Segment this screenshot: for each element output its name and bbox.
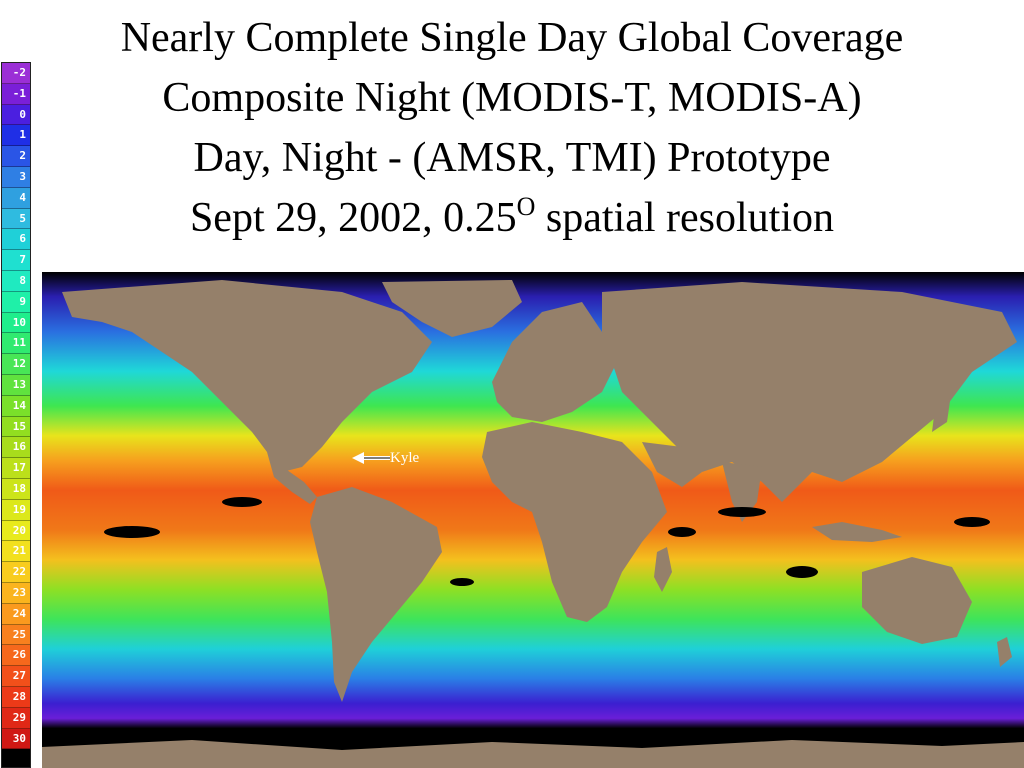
colorbar-cell: 5 <box>2 208 30 230</box>
colorbar-cell: 15 <box>2 416 30 438</box>
land-europe <box>492 302 617 422</box>
degree-superscript: O <box>516 192 536 221</box>
colorbar-cell: 1 <box>2 125 30 147</box>
colorbar-cell: 13 <box>2 374 30 396</box>
colorbar-cell: 23 <box>2 582 30 604</box>
landmasses <box>42 280 1024 768</box>
land-japan <box>932 387 952 432</box>
colorbar-cell: 0 <box>2 104 30 126</box>
colorbar-cell: 27 <box>2 666 30 687</box>
colorbar-cell: 19 <box>2 499 30 521</box>
land-africa <box>482 422 667 622</box>
title-date-text: Sept 29, 2002, 0.25 <box>189 195 517 241</box>
colorbar-cell: 2 <box>2 146 30 167</box>
land-asia <box>602 282 1017 502</box>
storm-arrow <box>352 452 390 464</box>
map-svg <box>42 272 1024 768</box>
land-north-america <box>62 280 432 472</box>
land-central-america <box>267 452 317 504</box>
colorbar-cell: 16 <box>2 437 30 459</box>
colorbar-cell: 22 <box>2 562 30 583</box>
colorbar-cell: -1 <box>2 83 30 105</box>
land-indonesia <box>812 522 902 542</box>
land-madagascar <box>654 547 672 592</box>
temperature-colorbar: -2 -1 0 1 2 3 4 5 6 7 8 9 10 11 12 13 14 15 16 17 18 19 20 21 22… <box>1 62 31 768</box>
title-line-2: Composite Night (MODIS-T, MODIS-A) <box>162 75 862 121</box>
colorbar-cell: 24 <box>2 603 30 625</box>
colorbar-cell: 12 <box>2 354 30 375</box>
colorbar-cell: 11 <box>2 333 30 355</box>
land-south-america <box>310 487 442 702</box>
colorbar-cell: 9 <box>2 291 30 313</box>
title-line-3: Day, Night - (AMSR, TMI) Prototype <box>193 135 831 181</box>
colorbar-cell: 8 <box>2 270 30 292</box>
colorbar-cell: 3 <box>2 166 30 188</box>
colorbar-cell: 14 <box>2 395 30 417</box>
colorbar-cell: 10 <box>2 312 30 334</box>
land-india <box>722 462 762 522</box>
land-australia <box>862 557 972 644</box>
colorbar-cell: 4 <box>2 187 30 209</box>
colorbar-cell: 26 <box>2 645 30 667</box>
title-resolution-text: spatial resolution <box>535 195 835 241</box>
land-antarctica <box>42 740 1024 768</box>
colorbar-cell: 20 <box>2 520 30 542</box>
colorbar-cell: 25 <box>2 624 30 646</box>
land-greenland <box>382 280 522 337</box>
title-line-4: Sept 29, 2002, 0.25O spatial resolution <box>0 188 1024 248</box>
land-new-zealand <box>997 637 1012 667</box>
storm-label-kyle: Kyle <box>390 450 420 466</box>
colorbar-cell: 21 <box>2 541 30 563</box>
colorbar-cell: 30 <box>2 728 30 750</box>
page-title: Nearly Complete Single Day Global Covera… <box>0 8 1024 248</box>
colorbar-cell: 6 <box>2 229 30 251</box>
sst-world-map <box>42 272 1024 768</box>
title-line-1: Nearly Complete Single Day Global Covera… <box>120 15 904 61</box>
colorbar-cell: 29 <box>2 707 30 729</box>
cloud-gaps <box>104 497 990 586</box>
colorbar-cell: 28 <box>2 686 30 708</box>
colorbar-cell: 17 <box>2 458 30 479</box>
colorbar-cell: -2 <box>2 63 30 84</box>
colorbar-cell: 7 <box>2 250 30 271</box>
colorbar-cell: 18 <box>2 478 30 500</box>
land-arabia <box>642 442 702 487</box>
